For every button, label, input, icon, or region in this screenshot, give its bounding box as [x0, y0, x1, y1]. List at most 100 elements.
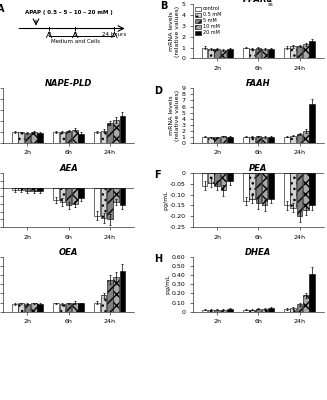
Bar: [268, 173, 274, 199]
Title: DHEA: DHEA: [245, 248, 271, 257]
Bar: [268, 137, 274, 143]
Bar: [78, 134, 84, 143]
Bar: [208, 310, 214, 312]
Bar: [31, 188, 37, 191]
Title: PEA: PEA: [249, 164, 267, 173]
Bar: [297, 304, 302, 312]
Bar: [101, 188, 106, 218]
Bar: [208, 173, 214, 182]
Bar: [202, 173, 207, 186]
Bar: [60, 304, 65, 312]
Bar: [256, 309, 261, 312]
Title: OEA: OEA: [59, 248, 78, 257]
Bar: [309, 41, 315, 58]
Bar: [227, 137, 232, 143]
Bar: [120, 188, 125, 206]
Bar: [303, 295, 309, 312]
Text: 24 hours: 24 hours: [102, 32, 127, 37]
Bar: [208, 49, 214, 58]
Bar: [107, 188, 112, 220]
Bar: [221, 310, 226, 312]
Bar: [262, 309, 267, 312]
Bar: [12, 188, 18, 190]
Bar: [120, 271, 125, 312]
Bar: [72, 302, 78, 312]
Bar: [215, 310, 220, 312]
Bar: [227, 49, 232, 58]
Bar: [221, 50, 226, 58]
Bar: [120, 116, 125, 143]
Bar: [113, 188, 119, 202]
Y-axis label: mRNA levels
(relative values): mRNA levels (relative values): [169, 6, 180, 57]
Bar: [215, 49, 220, 58]
Bar: [309, 104, 315, 143]
Text: B: B: [160, 1, 168, 11]
Bar: [249, 310, 255, 312]
Bar: [284, 173, 290, 206]
Text: Medium and Cells: Medium and Cells: [51, 38, 100, 44]
Bar: [221, 173, 226, 190]
Y-axis label: pg/mL: pg/mL: [163, 190, 168, 210]
Bar: [18, 304, 24, 312]
Text: 6: 6: [74, 32, 77, 37]
Title: FAAH: FAAH: [246, 79, 271, 88]
Bar: [31, 304, 37, 312]
Bar: [297, 134, 302, 143]
Bar: [37, 133, 43, 143]
Bar: [297, 173, 302, 216]
Bar: [297, 46, 302, 58]
Bar: [95, 132, 100, 143]
Bar: [262, 49, 267, 58]
Bar: [221, 136, 226, 143]
Text: D: D: [154, 86, 162, 96]
Bar: [72, 188, 78, 204]
Bar: [303, 173, 309, 210]
Bar: [256, 173, 261, 203]
Text: F: F: [154, 170, 160, 180]
Bar: [243, 310, 249, 312]
Bar: [113, 277, 119, 312]
Bar: [227, 173, 232, 182]
Title: AEA: AEA: [59, 164, 78, 173]
Bar: [284, 309, 290, 312]
Bar: [249, 173, 255, 199]
Bar: [53, 304, 59, 312]
Bar: [202, 48, 207, 58]
Text: ss: ss: [268, 2, 274, 7]
Bar: [290, 46, 296, 58]
Bar: [78, 304, 84, 312]
Bar: [268, 308, 274, 312]
Bar: [256, 48, 261, 58]
Text: H: H: [154, 254, 162, 264]
Bar: [309, 173, 315, 206]
Bar: [249, 137, 255, 143]
Title: PPARα: PPARα: [243, 0, 273, 4]
Bar: [66, 131, 71, 143]
Bar: [202, 137, 207, 143]
Bar: [53, 132, 59, 143]
Bar: [303, 44, 309, 58]
Bar: [284, 137, 290, 143]
Bar: [25, 188, 30, 191]
Bar: [249, 49, 255, 58]
Bar: [202, 310, 207, 312]
Bar: [290, 173, 296, 208]
Text: 2: 2: [47, 32, 51, 37]
Bar: [101, 131, 106, 143]
Bar: [113, 120, 119, 143]
Bar: [107, 280, 112, 312]
Bar: [101, 295, 106, 312]
Y-axis label: pg/mL: pg/mL: [165, 274, 170, 294]
Text: APAP ( 0.5 – 5 – 10 – 20 mM ): APAP ( 0.5 – 5 – 10 – 20 mM ): [25, 10, 112, 15]
Bar: [31, 132, 37, 143]
Bar: [72, 130, 78, 143]
Bar: [66, 304, 71, 312]
Legend: control, 0.5 mM, 5 mM, 10 mM, 20 mM: control, 0.5 mM, 5 mM, 10 mM, 20 mM: [195, 6, 221, 35]
Bar: [18, 132, 24, 143]
Bar: [284, 48, 290, 58]
Bar: [66, 188, 71, 206]
Y-axis label: mRNA levels
(relative values): mRNA levels (relative values): [169, 90, 180, 141]
Bar: [262, 137, 267, 143]
Bar: [215, 137, 220, 143]
Bar: [309, 274, 315, 312]
